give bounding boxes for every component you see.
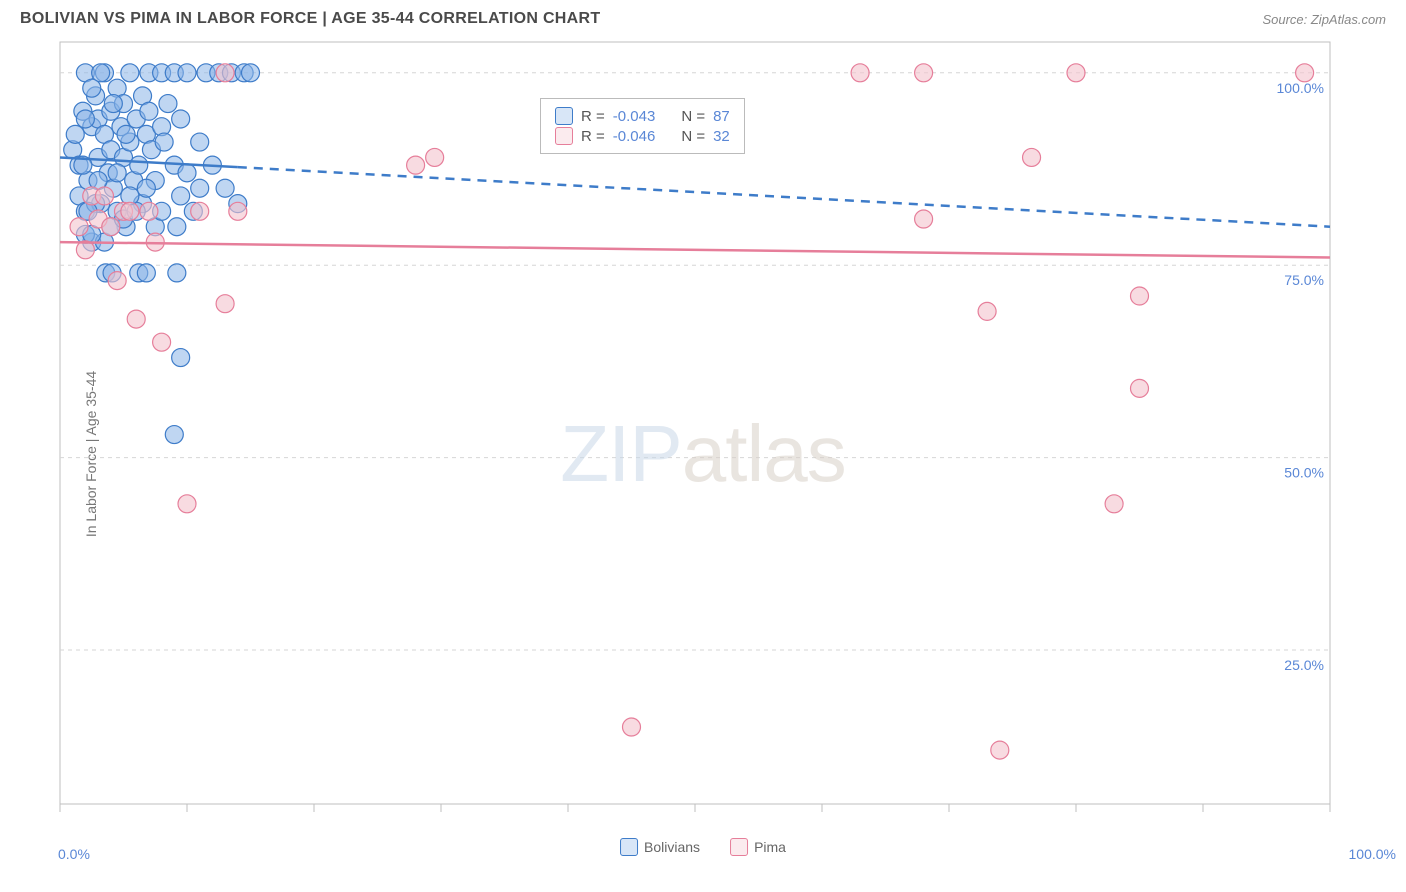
legend-label: Pima <box>754 839 786 855</box>
legend-item: Pima <box>730 838 786 856</box>
stats-n-value: 87 <box>713 108 730 125</box>
correlation-stats-box: R = -0.043 N = 87 R = -0.046 N = 32 <box>540 98 745 154</box>
legend-swatch <box>730 838 748 856</box>
legend-bottom: Bolivians Pima <box>620 838 786 856</box>
stats-swatch <box>555 127 573 145</box>
stats-n-label: N = <box>681 108 705 125</box>
y-axis-title: In Labor Force | Age 35-44 <box>83 371 99 537</box>
stats-n-value: 32 <box>713 128 730 145</box>
legend-item: Bolivians <box>620 838 700 856</box>
x-axis-max-label: 100.0% <box>1349 846 1396 862</box>
stats-r-value: -0.043 <box>613 108 656 125</box>
legend-swatch <box>620 838 638 856</box>
chart-container: 25.0%50.0%75.0%100.0% ZIPatlas In Labor … <box>0 34 1406 874</box>
stats-row: R = -0.046 N = 32 <box>555 127 730 145</box>
stats-n-label: N = <box>681 128 705 145</box>
stats-r-value: -0.046 <box>613 128 656 145</box>
stats-row: R = -0.043 N = 87 <box>555 107 730 125</box>
correlation-scatter-chart: 25.0% 50.0% 75.0% 100.0% <box>20 34 1386 854</box>
stats-r-label: R = <box>581 128 605 145</box>
svg-text:50.0%: 50.0% <box>1284 465 1324 481</box>
stats-r-label: R = <box>581 108 605 125</box>
source-credit: Source: ZipAtlas.com <box>1262 12 1386 27</box>
svg-text:75.0%: 75.0% <box>1284 272 1324 288</box>
legend-label: Bolivians <box>644 839 700 855</box>
stats-swatch <box>555 107 573 125</box>
x-axis-min-label: 0.0% <box>58 846 90 862</box>
page-title: BOLIVIAN VS PIMA IN LABOR FORCE | AGE 35… <box>20 10 600 28</box>
svg-text:100.0%: 100.0% <box>1277 80 1324 96</box>
svg-text:25.0%: 25.0% <box>1284 657 1324 673</box>
